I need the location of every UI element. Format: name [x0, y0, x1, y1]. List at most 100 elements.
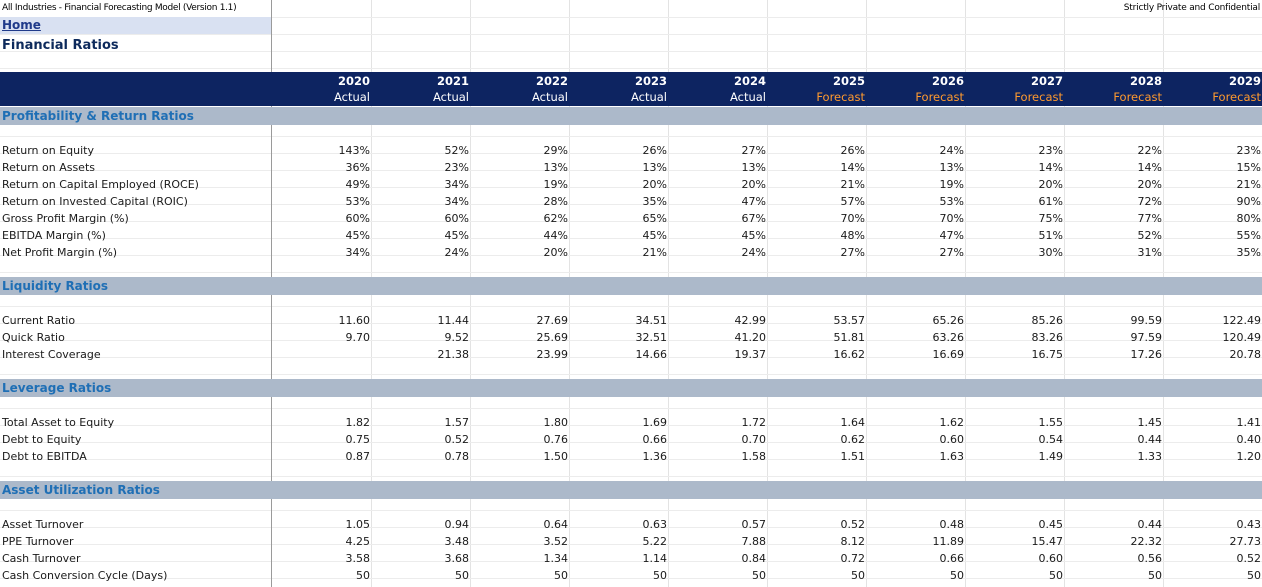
ratio-value-cell[interactable]: 27%	[840, 246, 865, 259]
ratio-value-cell[interactable]: 70%	[840, 212, 865, 225]
ratio-value-cell[interactable]: 1.62	[939, 416, 965, 429]
ratio-value-cell[interactable]: 4.25	[345, 535, 371, 548]
ratio-value-cell[interactable]: 41.20	[734, 331, 767, 344]
ratio-value-cell[interactable]: 44%	[543, 229, 568, 242]
ratio-value-cell[interactable]: 0.56	[1137, 552, 1163, 565]
ratio-value-cell[interactable]: 50	[950, 569, 964, 582]
ratio-value-cell[interactable]: 15.47	[1031, 535, 1064, 548]
ratio-value-cell[interactable]: 20%	[543, 246, 568, 259]
ratio-value-cell[interactable]: 47%	[741, 195, 766, 208]
ratio-value-cell[interactable]: 9.70	[345, 331, 371, 344]
ratio-value-cell[interactable]: 0.45	[1038, 518, 1064, 531]
ratio-value-cell[interactable]: 24%	[939, 144, 964, 157]
ratio-value-cell[interactable]: 0.60	[1038, 552, 1064, 565]
ratio-value-cell[interactable]: 0.43	[1236, 518, 1262, 531]
ratio-value-cell[interactable]: 90%	[1236, 195, 1261, 208]
ratio-value-cell[interactable]: 0.78	[444, 450, 470, 463]
ratio-value-cell[interactable]: 0.44	[1137, 433, 1163, 446]
ratio-value-cell[interactable]: 45%	[444, 229, 469, 242]
ratio-value-cell[interactable]: 0.48	[939, 518, 965, 531]
ratio-value-cell[interactable]: 0.66	[939, 552, 965, 565]
ratio-value-cell[interactable]: 42.99	[734, 314, 767, 327]
ratio-value-cell[interactable]: 27%	[741, 144, 766, 157]
ratio-value-cell[interactable]: 26%	[642, 144, 667, 157]
ratio-value-cell[interactable]: 49%	[345, 178, 370, 191]
ratio-value-cell[interactable]: 65%	[642, 212, 667, 225]
ratio-value-cell[interactable]: 50	[653, 569, 667, 582]
ratio-value-cell[interactable]: 50	[554, 569, 568, 582]
ratio-value-cell[interactable]	[271, 346, 370, 363]
ratio-value-cell[interactable]: 34.51	[635, 314, 668, 327]
ratio-value-cell[interactable]: 53.57	[833, 314, 866, 327]
ratio-value-cell[interactable]: 0.60	[939, 433, 965, 446]
ratio-value-cell[interactable]: 50	[1247, 569, 1261, 582]
ratio-value-cell[interactable]: 3.68	[444, 552, 470, 565]
ratio-value-cell[interactable]: 0.52	[840, 518, 866, 531]
ratio-value-cell[interactable]: 11.60	[338, 314, 371, 327]
ratio-value-cell[interactable]: 1.45	[1137, 416, 1163, 429]
ratio-value-cell[interactable]: 0.72	[840, 552, 866, 565]
ratio-value-cell[interactable]: 23%	[1236, 144, 1261, 157]
ratio-value-cell[interactable]: 72%	[1137, 195, 1162, 208]
ratio-value-cell[interactable]: 77%	[1137, 212, 1162, 225]
ratio-value-cell[interactable]: 13%	[741, 161, 766, 174]
ratio-value-cell[interactable]: 45%	[642, 229, 667, 242]
ratio-value-cell[interactable]: 0.54	[1038, 433, 1064, 446]
ratio-value-cell[interactable]: 50	[455, 569, 469, 582]
ratio-value-cell[interactable]: 36%	[345, 161, 370, 174]
ratio-value-cell[interactable]: 29%	[543, 144, 568, 157]
ratio-value-cell[interactable]: 0.87	[345, 450, 371, 463]
ratio-value-cell[interactable]: 1.20	[1236, 450, 1262, 463]
ratio-value-cell[interactable]: 23.99	[536, 348, 569, 361]
ratio-value-cell[interactable]: 60%	[444, 212, 469, 225]
ratio-value-cell[interactable]: 35%	[642, 195, 667, 208]
ratio-value-cell[interactable]: 34%	[444, 178, 469, 191]
ratio-value-cell[interactable]: 50	[356, 569, 370, 582]
ratio-value-cell[interactable]: 1.41	[1236, 416, 1262, 429]
ratio-value-cell[interactable]: 30%	[1038, 246, 1063, 259]
ratio-value-cell[interactable]: 16.75	[1031, 348, 1064, 361]
ratio-value-cell[interactable]: 1.63	[939, 450, 965, 463]
ratio-value-cell[interactable]: 50	[851, 569, 865, 582]
ratio-value-cell[interactable]: 1.69	[642, 416, 668, 429]
ratio-value-cell[interactable]: 20%	[1038, 178, 1063, 191]
ratio-value-cell[interactable]: 21%	[642, 246, 667, 259]
ratio-value-cell[interactable]: 21%	[840, 178, 865, 191]
home-link[interactable]: Home	[2, 18, 41, 32]
ratio-value-cell[interactable]: 13%	[642, 161, 667, 174]
ratio-value-cell[interactable]: 0.66	[642, 433, 668, 446]
ratio-value-cell[interactable]: 0.75	[345, 433, 371, 446]
ratio-value-cell[interactable]: 99.59	[1130, 314, 1163, 327]
ratio-value-cell[interactable]: 14%	[1137, 161, 1162, 174]
ratio-value-cell[interactable]: 1.05	[345, 518, 371, 531]
ratio-value-cell[interactable]: 24%	[444, 246, 469, 259]
ratio-value-cell[interactable]: 3.58	[345, 552, 371, 565]
ratio-value-cell[interactable]: 67%	[741, 212, 766, 225]
ratio-value-cell[interactable]: 45%	[345, 229, 370, 242]
ratio-value-cell[interactable]: 22.32	[1130, 535, 1163, 548]
ratio-value-cell[interactable]: 1.72	[741, 416, 767, 429]
ratio-value-cell[interactable]: 15%	[1236, 161, 1261, 174]
ratio-value-cell[interactable]: 34%	[444, 195, 469, 208]
ratio-value-cell[interactable]: 61%	[1038, 195, 1063, 208]
ratio-value-cell[interactable]: 55%	[1236, 229, 1261, 242]
ratio-value-cell[interactable]: 26%	[840, 144, 865, 157]
ratio-value-cell[interactable]: 85.26	[1031, 314, 1064, 327]
ratio-value-cell[interactable]: 50	[752, 569, 766, 582]
ratio-value-cell[interactable]: 52%	[1137, 229, 1162, 242]
ratio-value-cell[interactable]: 14%	[840, 161, 865, 174]
ratio-value-cell[interactable]: 51%	[1038, 229, 1063, 242]
ratio-value-cell[interactable]: 1.58	[741, 450, 767, 463]
ratio-value-cell[interactable]: 0.40	[1236, 433, 1262, 446]
ratio-value-cell[interactable]: 19.37	[734, 348, 767, 361]
ratio-value-cell[interactable]: 1.33	[1137, 450, 1163, 463]
ratio-value-cell[interactable]: 0.94	[444, 518, 470, 531]
ratio-value-cell[interactable]: 62%	[543, 212, 568, 225]
ratio-value-cell[interactable]: 50	[1148, 569, 1162, 582]
ratio-value-cell[interactable]: 0.84	[741, 552, 767, 565]
ratio-value-cell[interactable]: 1.80	[543, 416, 569, 429]
ratio-value-cell[interactable]: 48%	[840, 229, 865, 242]
ratio-value-cell[interactable]: 19%	[939, 178, 964, 191]
ratio-value-cell[interactable]: 16.62	[833, 348, 866, 361]
ratio-value-cell[interactable]: 28%	[543, 195, 568, 208]
